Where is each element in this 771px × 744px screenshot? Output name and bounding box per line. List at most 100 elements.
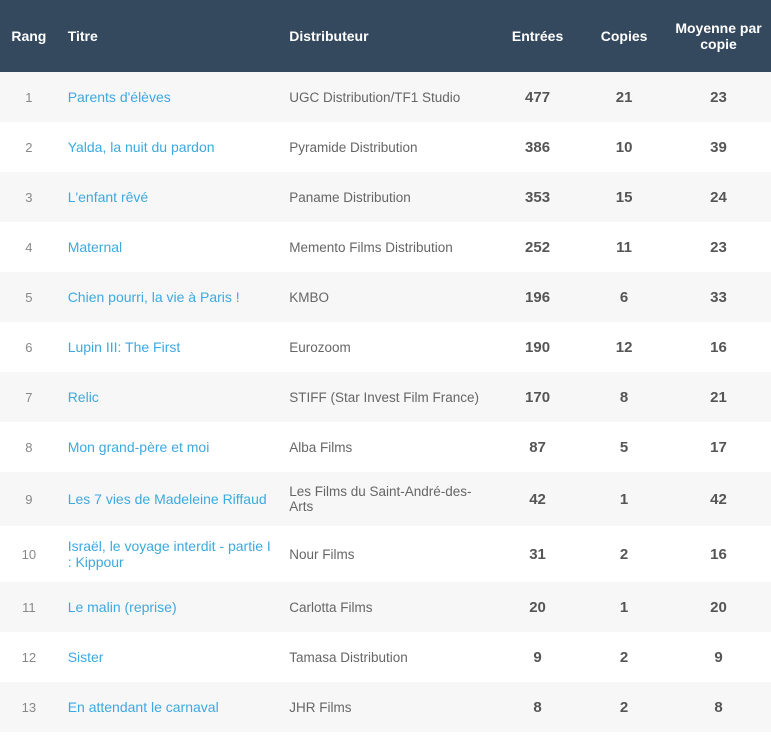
header-entrees[interactable]: Entrées bbox=[493, 0, 582, 72]
cell-titre: Mon grand-père et moi bbox=[58, 422, 284, 472]
table-row: 1 Parents d'élèves UGC Distribution/TF1 St… bbox=[0, 72, 771, 122]
film-title-link[interactable]: Le malin (reprise) bbox=[68, 599, 177, 615]
cell-moyenne: 17 bbox=[666, 422, 771, 472]
cell-rang: 8 bbox=[0, 422, 58, 472]
cell-entrees: 87 bbox=[493, 422, 582, 472]
cell-entrees: 353 bbox=[493, 172, 582, 222]
cell-rang: 4 bbox=[0, 222, 58, 272]
cell-rang: 9 bbox=[0, 472, 58, 526]
cell-moyenne: 42 bbox=[666, 472, 771, 526]
table-row: 8 Mon grand-père et moi Alba Films87517 bbox=[0, 422, 771, 472]
cell-rang: 5 bbox=[0, 272, 58, 322]
cell-entrees: 386 bbox=[493, 122, 582, 172]
cell-moyenne: 20 bbox=[666, 582, 771, 632]
cell-distributeur: Les Films du Saint-André-des-Arts bbox=[283, 472, 493, 526]
cell-entrees: 477 bbox=[493, 72, 582, 122]
cell-rang: 6 bbox=[0, 322, 58, 372]
film-title-link[interactable]: Maternal bbox=[68, 239, 122, 255]
cell-entrees: 8 bbox=[493, 682, 582, 732]
film-title-link[interactable]: Les 7 vies de Madeleine Riffaud bbox=[68, 491, 267, 507]
cell-distributeur: KMBO bbox=[283, 272, 493, 322]
table-row: 10 Israël, le voyage interdit - partie I … bbox=[0, 526, 771, 582]
header-copies[interactable]: Copies bbox=[582, 0, 666, 72]
cell-entrees: 20 bbox=[493, 582, 582, 632]
table-row: 9 Les 7 vies de Madeleine Riffaud Les Film… bbox=[0, 472, 771, 526]
header-titre[interactable]: Titre bbox=[58, 0, 284, 72]
film-title-link[interactable]: Mon grand-père et moi bbox=[68, 439, 210, 455]
cell-distributeur: Memento Films Distribution bbox=[283, 222, 493, 272]
cell-titre: Israël, le voyage interdit - partie I : … bbox=[58, 526, 284, 582]
cell-titre: Lupin III: The First bbox=[58, 322, 284, 372]
box-office-table: Rang Titre Distributeur Entrées Copies M… bbox=[0, 0, 771, 732]
table-body: 1 Parents d'élèves UGC Distribution/TF1 St… bbox=[0, 72, 771, 732]
cell-moyenne: 24 bbox=[666, 172, 771, 222]
film-title-link[interactable]: Relic bbox=[68, 389, 99, 405]
cell-moyenne: 21 bbox=[666, 372, 771, 422]
cell-distributeur: Alba Films bbox=[283, 422, 493, 472]
film-title-link[interactable]: En attendant le carnaval bbox=[68, 699, 219, 715]
table-row: 12SisterTamasa Distribution929 bbox=[0, 632, 771, 682]
cell-distributeur: JHR Films bbox=[283, 682, 493, 732]
cell-moyenne: 9 bbox=[666, 632, 771, 682]
header-distrib[interactable]: Distributeur bbox=[283, 0, 493, 72]
cell-titre: Chien pourri, la vie à Paris ! bbox=[58, 272, 284, 322]
film-title-link[interactable]: Parents d'élèves bbox=[68, 89, 171, 105]
cell-rang: 13 bbox=[0, 682, 58, 732]
cell-distributeur: Carlotta Films bbox=[283, 582, 493, 632]
cell-rang: 12 bbox=[0, 632, 58, 682]
cell-entrees: 31 bbox=[493, 526, 582, 582]
film-title-link[interactable]: Yalda, la nuit du pardon bbox=[68, 139, 215, 155]
table-row: 3L'enfant rêvéPaname Distribution3531524 bbox=[0, 172, 771, 222]
cell-rang: 7 bbox=[0, 372, 58, 422]
cell-rang: 1 bbox=[0, 72, 58, 122]
cell-rang: 10 bbox=[0, 526, 58, 582]
cell-copies: 10 bbox=[582, 122, 666, 172]
cell-distributeur: STIFF (Star Invest Film France) bbox=[283, 372, 493, 422]
cell-copies: 5 bbox=[582, 422, 666, 472]
table-row: 2Yalda, la nuit du pardonPyramide Distri… bbox=[0, 122, 771, 172]
cell-moyenne: 16 bbox=[666, 322, 771, 372]
cell-titre: Le malin (reprise) bbox=[58, 582, 284, 632]
cell-moyenne: 23 bbox=[666, 222, 771, 272]
cell-titre: En attendant le carnaval bbox=[58, 682, 284, 732]
cell-titre: Les 7 vies de Madeleine Riffaud bbox=[58, 472, 284, 526]
cell-copies: 1 bbox=[582, 582, 666, 632]
table-header: Rang Titre Distributeur Entrées Copies M… bbox=[0, 0, 771, 72]
film-title-link[interactable]: Israël, le voyage interdit - partie I : … bbox=[68, 538, 271, 570]
cell-distributeur: Eurozoom bbox=[283, 322, 493, 372]
cell-entrees: 190 bbox=[493, 322, 582, 372]
table-row: 7 Relic STIFF (Star Invest Film France)170… bbox=[0, 372, 771, 422]
table-row: 6 Lupin III: The First Eurozoom1901216 bbox=[0, 322, 771, 372]
cell-entrees: 252 bbox=[493, 222, 582, 272]
cell-titre: Relic bbox=[58, 372, 284, 422]
table-row: 5Chien pourri, la vie à Paris !KMBO19663… bbox=[0, 272, 771, 322]
cell-rang: 11 bbox=[0, 582, 58, 632]
cell-entrees: 42 bbox=[493, 472, 582, 526]
cell-entrees: 9 bbox=[493, 632, 582, 682]
cell-moyenne: 23 bbox=[666, 72, 771, 122]
cell-entrees: 170 bbox=[493, 372, 582, 422]
cell-copies: 21 bbox=[582, 72, 666, 122]
cell-copies: 2 bbox=[582, 526, 666, 582]
film-title-link[interactable]: Chien pourri, la vie à Paris ! bbox=[68, 289, 240, 305]
table-row: 4MaternalMemento Films Distribution25211… bbox=[0, 222, 771, 272]
header-rang[interactable]: Rang bbox=[0, 0, 58, 72]
table-row: 11Le malin (reprise)Carlotta Films20120 bbox=[0, 582, 771, 632]
cell-titre: Sister bbox=[58, 632, 284, 682]
film-title-link[interactable]: Lupin III: The First bbox=[68, 339, 181, 355]
cell-rang: 3 bbox=[0, 172, 58, 222]
cell-copies: 1 bbox=[582, 472, 666, 526]
cell-titre: Parents d'élèves bbox=[58, 72, 284, 122]
cell-titre: Yalda, la nuit du pardon bbox=[58, 122, 284, 172]
film-title-link[interactable]: Sister bbox=[68, 649, 104, 665]
cell-copies: 6 bbox=[582, 272, 666, 322]
film-title-link[interactable]: L'enfant rêvé bbox=[68, 189, 149, 205]
table-row: 13En attendant le carnavalJHR Films828 bbox=[0, 682, 771, 732]
header-moyenne[interactable]: Moyenne par copie bbox=[666, 0, 771, 72]
cell-distributeur: UGC Distribution/TF1 Studio bbox=[283, 72, 493, 122]
cell-copies: 12 bbox=[582, 322, 666, 372]
cell-moyenne: 16 bbox=[666, 526, 771, 582]
cell-entrees: 196 bbox=[493, 272, 582, 322]
cell-rang: 2 bbox=[0, 122, 58, 172]
cell-titre: Maternal bbox=[58, 222, 284, 272]
